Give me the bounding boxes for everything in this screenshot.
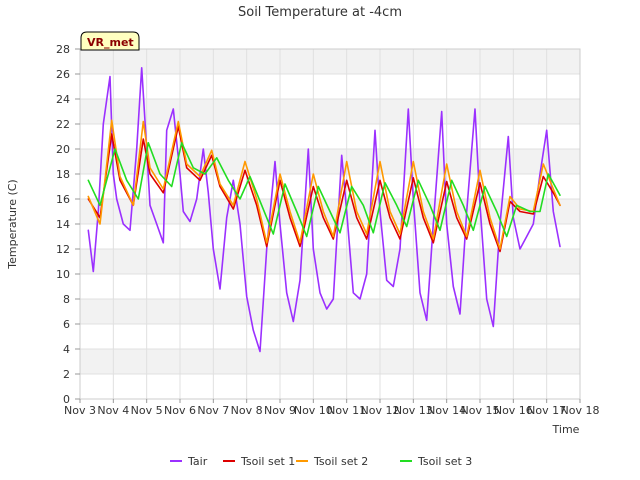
y-tick-label: 20	[56, 143, 70, 156]
plot-band	[80, 274, 580, 299]
y-tick-label: 0	[63, 393, 70, 406]
plot-band	[80, 99, 580, 124]
x-tick-label: Nov 12	[361, 404, 400, 417]
legend-label: Tair	[187, 455, 208, 468]
plot-bands	[80, 49, 580, 399]
plot-band	[80, 374, 580, 399]
x-tick-label: Nov 3	[64, 404, 96, 417]
plot-band	[80, 49, 580, 74]
plot-band	[80, 124, 580, 149]
plot-band	[80, 149, 580, 174]
series-line-tsoil-set-3	[87, 142, 561, 238]
x-tick-label: Nov 13	[394, 404, 433, 417]
plot-band	[80, 349, 580, 374]
y-tick-label: 10	[56, 268, 70, 281]
x-tick-label: Nov 5	[131, 404, 163, 417]
x-tick-label: Nov 10	[294, 404, 333, 417]
y-tick-label: 8	[63, 293, 70, 306]
x-tick-label: Nov 18	[561, 404, 600, 417]
series-layer	[87, 67, 561, 353]
plot-band	[80, 324, 580, 349]
legend: Tair Tsoil set 1 Tsoil set 2 Tsoil set 3	[170, 455, 472, 468]
y-tick-label: 2	[63, 368, 70, 381]
x-tick-label: Nov 8	[231, 404, 263, 417]
y-tick-label: 22	[56, 118, 70, 131]
y-tick-label: 26	[56, 68, 70, 81]
y-tick-label: 28	[56, 43, 70, 56]
x-tick-label: Nov 11	[327, 404, 366, 417]
x-tick-label: Nov 16	[494, 404, 533, 417]
legend-label: Tsoil set 1	[240, 455, 295, 468]
x-tick-label: Nov 4	[97, 404, 129, 417]
series-line-tsoil-set-2	[87, 119, 561, 250]
x-tick-label: Nov 14	[427, 404, 466, 417]
y-tick-label: 24	[56, 93, 70, 106]
y-tick-label: 12	[56, 243, 70, 256]
station-badge: VR_met	[80, 31, 140, 51]
x-tick-label: Nov 7	[197, 404, 229, 417]
series-line-tsoil-set-1	[87, 125, 561, 253]
y-tick-label: 6	[63, 318, 70, 331]
plot-band	[80, 249, 580, 274]
legend-label: Tsoil set 2	[313, 455, 368, 468]
x-tick-label: Nov 6	[164, 404, 196, 417]
x-axis-label: Time	[552, 423, 580, 436]
x-tick-label: Nov 17	[527, 404, 566, 417]
y-axis-label: Temperature (C)	[6, 179, 19, 269]
legend-label: Tsoil set 3	[417, 455, 472, 468]
y-tick-label: 14	[56, 218, 70, 231]
chart-title: Soil Temperature at -4cm	[238, 5, 402, 20]
y-tick-label: 4	[63, 343, 70, 356]
x-tick-label: Nov 9	[264, 404, 296, 417]
y-tick-label: 18	[56, 168, 70, 181]
station-badge-label: VR_met	[87, 36, 134, 49]
y-tick-label: 16	[56, 193, 70, 206]
station-badge-box	[80, 31, 140, 51]
x-tick-label: Nov 15	[461, 404, 500, 417]
plot-band	[80, 74, 580, 99]
